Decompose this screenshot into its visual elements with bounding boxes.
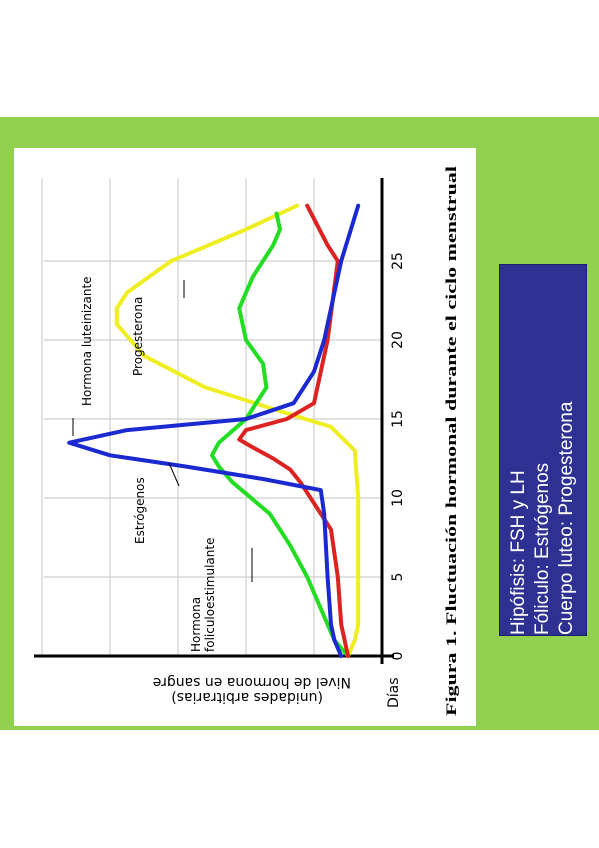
label-foliculoestimulante: Hormona foliculoestimulante xyxy=(189,538,217,652)
x-tick-label: 20 xyxy=(390,331,406,349)
x-tick-label: 5 xyxy=(390,573,406,582)
series-line-0 xyxy=(67,203,361,658)
x-tick-labels: 0 5 10 15 20 25 xyxy=(390,252,406,660)
annotation-labels: Hormona luteinizante Progesterona Estróg… xyxy=(80,276,217,652)
x-tick-label: 25 xyxy=(390,252,406,270)
series-lines xyxy=(67,203,361,658)
note-line-cuerpo-luteo: Cuerpo luteo: Progesterona xyxy=(556,401,577,635)
y-axis-title: Nivel de hormona en sangre xyxy=(153,674,351,690)
x-tick-label: 10 xyxy=(390,489,406,507)
series-line-3 xyxy=(114,203,361,658)
label-foliculo-line2: foliculoestimulante xyxy=(203,538,217,652)
label-luteinizante: Hormona luteinizante xyxy=(80,276,94,406)
hormone-chart: 0 5 10 15 20 25 Hormona luteinizante Progeste… xyxy=(34,166,460,716)
axes xyxy=(34,178,394,664)
y-axis-subtitle: (unidades arbitrarias) xyxy=(171,689,323,705)
note-box: Hipófisis: FSH y LH Fóliculo: Estrógenos… xyxy=(499,264,587,636)
x-tick-label: 15 xyxy=(390,410,406,428)
note-line-foliculo: Fóliculo: Estrógenos xyxy=(532,462,553,635)
x-axis-title: Días xyxy=(386,677,402,708)
chart-title: Figura 1. Fluctuación hormonal durante e… xyxy=(444,166,460,716)
note-line-hipofisis: Hipófisis: FSH y LH xyxy=(508,470,529,635)
annotation-leaders xyxy=(72,280,253,582)
x-tick-label: 0 xyxy=(390,652,406,661)
axis-titles: Nivel de hormona en sangre (unidades arb… xyxy=(153,166,460,716)
label-foliculo-line1: Hormona xyxy=(189,597,203,652)
figure-panel: 0 5 10 15 20 25 Hormona luteinizante Progeste… xyxy=(14,148,476,726)
leader-estrogenos xyxy=(168,462,180,487)
series-line-2 xyxy=(210,211,350,658)
label-progesterona: Progesterona xyxy=(131,297,145,376)
label-estrogenos: Estrógenos xyxy=(133,477,147,544)
note-text: Hipófisis: FSH y LH Fóliculo: Estrógenos… xyxy=(507,265,579,635)
